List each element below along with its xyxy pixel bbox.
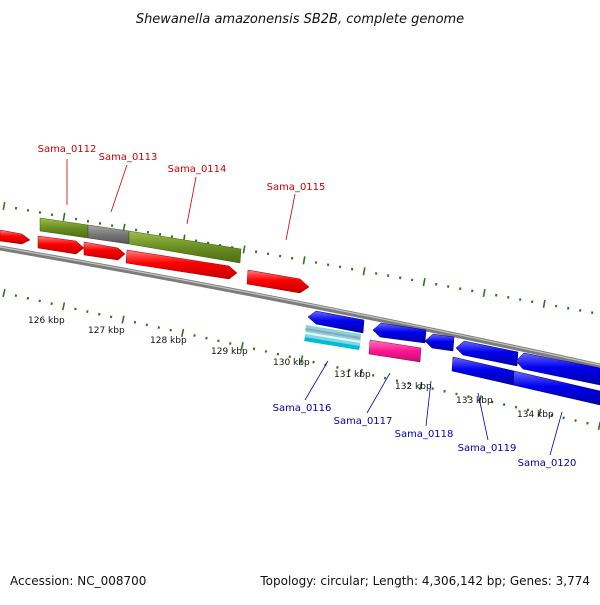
outer-row-major-tick [484,289,485,297]
inner-row-minor-tick [87,310,88,312]
inner-row-major-tick [63,302,65,310]
leader-line-sama-0115 [286,194,295,240]
outer-row-minor-tick [112,224,113,226]
genome-backbone [0,248,600,366]
inner-row-minor-tick [230,342,231,344]
inner-row-minor-tick [575,419,576,421]
cds-feature-sama-0112[interactable] [38,236,84,254]
inner-row-minor-tick [135,321,136,323]
outer-row-minor-tick [148,231,149,233]
inner-row-minor-tick [456,393,457,395]
inner-row-minor-tick [278,353,279,355]
gene-label-sama-0119[interactable]: Sama_0119 [458,443,517,454]
outer-tick-row [3,202,592,314]
inner-row-minor-tick [40,300,41,302]
outer-row-major-tick [63,213,64,221]
gene-label-sama-0120[interactable]: Sama_0120 [518,458,577,469]
inner-row-minor-tick [432,388,433,390]
inner-row-minor-tick [516,406,517,408]
inner-row-minor-tick [51,303,52,305]
gene-label-sama-0117[interactable]: Sama_0117 [334,416,393,427]
inner-row-minor-tick [373,374,374,376]
inner-row-minor-tick [337,366,338,368]
cds-feature-sama-0113[interactable] [84,242,125,260]
gene-label-sama-0112[interactable]: Sama_0112 [38,144,97,155]
cds-feature-sama-0117[interactable] [369,340,421,362]
inner-row-minor-tick [111,316,112,318]
inner-row-minor-tick [99,313,100,315]
cds-forward-feature[interactable] [0,230,30,244]
outer-row-major-tick [363,267,364,275]
inner-row-major-tick [122,316,124,324]
outer-row-minor-tick [160,233,161,235]
leader-line-sama-0114 [187,177,196,224]
gene-label-sama-0114[interactable]: Sama_0114 [168,164,227,175]
outer-row-minor-tick [412,279,413,281]
inner-row-minor-tick [147,324,148,326]
accession-text: Accession: NC_008700 [10,574,146,588]
map-title: Shewanella amazonensis SB2B, complete ge… [136,12,464,27]
gene-label-sama-0113[interactable]: Sama_0113 [99,152,158,163]
leader-line-sama-0113 [111,165,127,212]
outer-row-minor-tick [376,272,377,274]
scale-label-129kbp: 129 kbp [211,347,248,357]
scale-label-133kbp: 133 kbp [456,396,493,406]
inner-row-minor-tick [75,308,76,310]
gene-label-sama-0116[interactable]: Sama_0116 [273,403,332,414]
inner-row-minor-tick [504,403,505,405]
outer-row-minor-tick [436,283,437,285]
inner-row-minor-tick [587,422,588,424]
scale-label-132kbp: 132 kbp [395,382,432,392]
outer-row-minor-tick [136,229,137,231]
scale-label-134kbp: 134 kbp [517,410,554,420]
scale-label-126kbp: 126 kbp [28,316,65,326]
inner-row-major-tick [3,289,5,297]
outer-row-minor-tick [388,274,389,276]
outer-row-major-tick [243,246,244,254]
cds-feature-sama-0118[interactable] [425,334,454,351]
inner-row-minor-tick [206,337,207,339]
inner-row-minor-tick [218,340,219,342]
outer-row-major-tick [544,300,545,308]
inner-row-minor-tick [194,334,195,336]
inner-row-minor-tick [159,326,160,328]
inner-row-minor-tick [444,390,445,392]
gene-label-sama-0118[interactable]: Sama_0118 [395,429,454,440]
inner-row-minor-tick [313,361,314,363]
outer-row-major-tick [423,278,425,286]
outer-row-minor-tick [172,235,173,237]
scale-label-127kbp: 127 kbp [88,326,125,336]
inner-row-minor-tick [170,329,171,331]
inner-row-minor-tick [563,417,564,419]
gene-feature-sama-0113[interactable] [88,225,129,244]
inner-row-minor-tick [16,295,17,297]
inner-row-minor-tick [254,348,255,350]
topology-summary: Topology: circular; Length: 4,306,142 bp… [259,574,590,588]
gene-feature-sama-0112[interactable] [40,218,88,238]
cds-feature-sama-0115[interactable] [247,270,309,293]
outer-row-major-tick [3,202,4,210]
inner-row-minor-tick [266,350,267,352]
inner-row-minor-tick [28,297,29,299]
outer-row-major-tick [303,256,304,264]
outer-row-minor-tick [400,277,401,279]
scale-label-128kbp: 128 kbp [150,336,187,346]
inner-row-minor-tick [385,377,386,379]
scale-label-131kbp: 131 kbp [334,370,371,380]
scale-label-130kbp: 130 kbp [273,358,310,368]
gene-label-sama-0115[interactable]: Sama_0115 [267,182,326,193]
